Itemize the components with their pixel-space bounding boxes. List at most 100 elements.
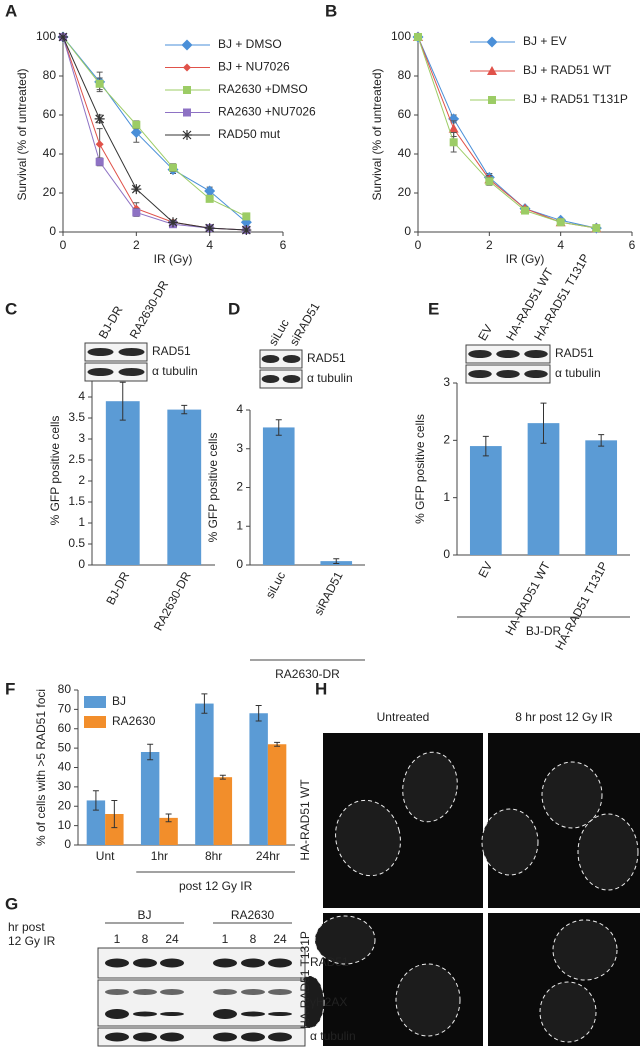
y-tick-label: 1 <box>443 490 450 504</box>
legend-label: BJ + DMSO <box>218 37 282 51</box>
lane-label: BJ-DR <box>96 303 126 341</box>
lane-label: 24 <box>273 932 287 946</box>
blot-header: 12 Gy IR <box>8 934 56 948</box>
marker <box>131 184 142 195</box>
error-bar <box>92 790 99 811</box>
y-tick-label: 3 <box>443 375 450 389</box>
blot-band <box>261 375 280 383</box>
y-tick-label: 2 <box>443 433 450 447</box>
error-bar <box>201 693 208 714</box>
marker <box>95 157 104 166</box>
blot-band <box>105 989 129 995</box>
x-axis-label: IR (Gy) <box>154 252 193 266</box>
blot-band <box>133 1032 157 1042</box>
bar <box>195 703 214 845</box>
marker <box>132 208 141 217</box>
panel-letter: F <box>5 679 15 698</box>
x-tick-label: 24hr <box>256 849 280 863</box>
blot-group: RA2630 <box>231 908 275 922</box>
marker <box>95 140 104 149</box>
y-axis-label: Survival (% of untreated) <box>15 68 29 200</box>
series-line <box>62 36 247 223</box>
x-tick-label: 4 <box>557 238 564 252</box>
row-label: HA-RAD51 WT <box>298 779 312 861</box>
marker <box>448 123 459 133</box>
legend-marker <box>183 108 191 117</box>
error-bar <box>119 381 126 421</box>
error-bar <box>111 799 118 829</box>
panel-letter: A <box>5 1 17 20</box>
y-tick-label: 0 <box>404 224 411 238</box>
blot-band <box>268 989 292 995</box>
marker <box>205 194 214 203</box>
bar <box>249 713 268 845</box>
blot-band <box>268 958 292 968</box>
series-line <box>62 36 247 231</box>
y-tick-label: 2 <box>236 480 243 494</box>
band-label: α tubulin <box>310 1029 356 1043</box>
legend-marker <box>486 36 498 48</box>
x-tick-label: 0 <box>60 238 67 252</box>
legend-label: RA2630 <box>112 714 156 728</box>
blot-band <box>160 1032 184 1042</box>
x-tick-label: 0 <box>415 238 422 252</box>
blot-band <box>133 1011 157 1017</box>
legend-swatch <box>84 696 106 708</box>
nucleus <box>541 761 603 829</box>
y-tick-label: 2 <box>78 473 85 487</box>
group-label: BJ-DR <box>526 624 562 638</box>
nucleus <box>395 963 461 1037</box>
y-tick-label: 1 <box>78 515 85 529</box>
blot-band <box>105 1009 129 1019</box>
legend-label: BJ + EV <box>523 34 567 48</box>
y-tick-label: 0 <box>443 547 450 561</box>
blot-group: BJ <box>137 908 151 922</box>
legend-label: BJ + NU7026 <box>218 60 290 74</box>
blot-strip <box>97 1027 306 1047</box>
marker <box>95 79 104 88</box>
legend-marker <box>488 96 496 104</box>
blot-band <box>213 1032 237 1042</box>
y-tick-label: 100 <box>36 29 56 43</box>
blot-band <box>496 350 520 358</box>
band-label: α tubulin <box>152 364 198 378</box>
blot-strip <box>259 349 303 369</box>
marker <box>132 120 141 129</box>
marker <box>169 163 177 172</box>
y-tick-label: 3.5 <box>68 410 85 424</box>
marker <box>204 185 216 197</box>
error-bar <box>165 813 172 823</box>
panel-letter: B <box>325 1 337 20</box>
bar <box>527 423 560 555</box>
y-tick-label: 1 <box>236 518 243 532</box>
marker <box>592 224 601 233</box>
blot-strip <box>259 369 303 389</box>
panel-letter: D <box>228 299 240 318</box>
x-tick-label: 2 <box>486 238 493 252</box>
blot-band <box>282 355 301 363</box>
lane-label: 1 <box>114 932 121 946</box>
y-tick-label: 100 <box>391 29 411 43</box>
band-label: RAD51 <box>555 346 594 360</box>
y-tick-label: 50 <box>58 740 72 754</box>
band-label: RAD51 <box>310 955 349 969</box>
nucleus <box>539 981 597 1043</box>
legend-label: RA2630 +DMSO <box>218 82 308 96</box>
series-line <box>417 36 597 229</box>
blot-band <box>133 989 157 995</box>
x-tick-label: EV <box>475 559 495 580</box>
band-label: γH2AX <box>310 995 347 1009</box>
x-tick-label: 2 <box>133 238 140 252</box>
bar <box>213 777 233 845</box>
y-tick-label: 20 <box>398 185 412 199</box>
marker <box>204 223 215 234</box>
blot-band <box>160 958 184 968</box>
blot-band <box>268 1032 292 1042</box>
error-bar <box>181 404 188 415</box>
blot-band <box>213 989 237 995</box>
blot-band <box>524 350 548 358</box>
group-label: post 12 Gy IR <box>179 879 253 893</box>
y-tick-label: 20 <box>43 185 57 199</box>
series-line <box>62 36 247 217</box>
bar <box>469 446 502 555</box>
